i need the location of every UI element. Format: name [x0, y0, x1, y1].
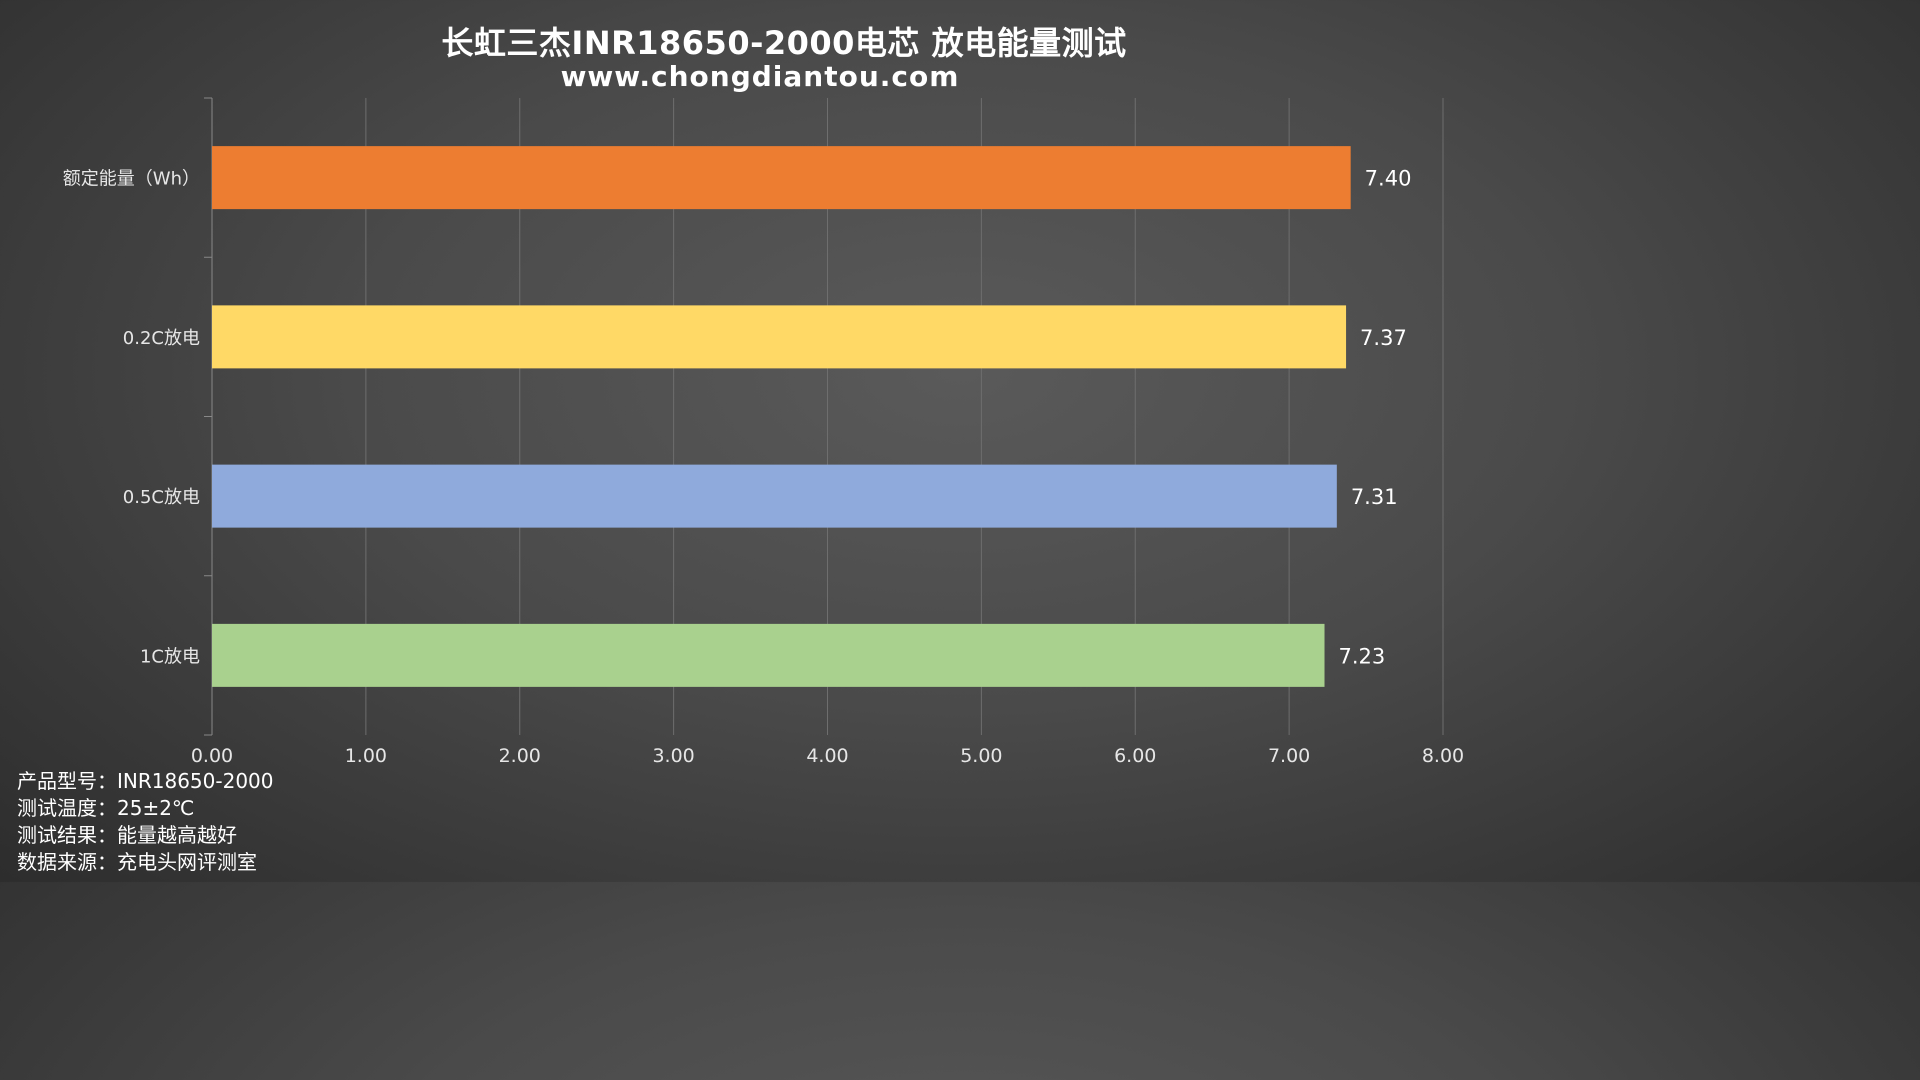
category-label: 0.5C放电	[123, 487, 200, 508]
x-tick-label: 2.00	[499, 745, 541, 767]
chart-subtitle: www.chongdiantou.com	[560, 60, 960, 93]
category-label: 1C放电	[140, 646, 200, 667]
bars	[212, 146, 1351, 687]
value-label: 7.23	[1339, 644, 1386, 668]
bar-2	[212, 464, 1337, 528]
meta-label: 数据来源：	[17, 850, 117, 874]
bar-chart: 0.00 1.00 2.00 3.00 4.00 5.00 6.00 7.00 8.00 额定能量…	[63, 97, 1464, 767]
labels: 0.00 1.00 2.00 3.00 4.00 5.00 6.00 7.00 8.00 额定能量…	[63, 167, 1464, 767]
meta-value: 充电头网评测室	[117, 850, 257, 874]
meta-label: 产品型号：	[17, 769, 117, 793]
meta-label: 测试温度：	[17, 796, 117, 820]
test-info-block: 产品型号：INR18650-2000 测试温度：25±2℃ 测试结果：能量越高越…	[17, 768, 274, 876]
x-tick-label: 4.00	[806, 745, 848, 767]
category-axis	[204, 97, 213, 736]
x-tick-label: 5.00	[960, 745, 1002, 767]
meta-row-temperature: 测试温度：25±2℃	[17, 795, 274, 822]
meta-value: 25±2℃	[117, 796, 195, 820]
meta-row-model: 产品型号：INR18650-2000	[17, 768, 274, 795]
meta-row-result: 测试结果：能量越高越好	[17, 822, 274, 849]
x-tick-label: 8.00	[1422, 745, 1464, 767]
bar-3	[212, 623, 1325, 687]
bar-1	[212, 305, 1347, 369]
chart-title: 长虹三杰INR18650-2000电芯 放电能量测试	[441, 24, 1127, 62]
value-label: 7.31	[1351, 485, 1398, 509]
category-label: 0.2C放电	[123, 328, 200, 349]
x-tick-label: 0.00	[191, 745, 233, 767]
meta-value: INR18650-2000	[117, 769, 274, 793]
x-tick-label: 1.00	[345, 745, 387, 767]
bar-0	[212, 146, 1351, 210]
meta-value: 能量越高越好	[117, 823, 237, 847]
meta-row-source: 数据来源：充电头网评测室	[17, 849, 274, 876]
category-label: 额定能量（Wh）	[63, 169, 200, 190]
meta-label: 测试结果：	[17, 823, 117, 847]
x-tick-label: 7.00	[1268, 745, 1310, 767]
value-label: 7.40	[1365, 167, 1412, 191]
value-label: 7.37	[1360, 326, 1407, 350]
x-tick-label: 6.00	[1114, 745, 1156, 767]
x-tick-label: 3.00	[652, 745, 694, 767]
